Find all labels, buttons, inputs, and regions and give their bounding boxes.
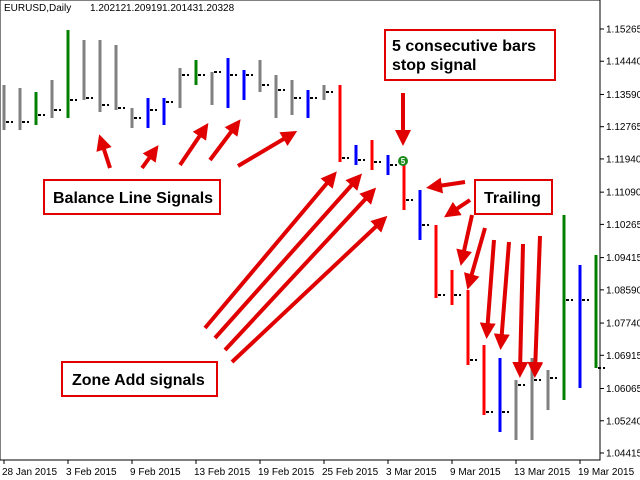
arrow [178, 123, 209, 167]
arrow [479, 239, 496, 339]
stop-marker: 5 [401, 157, 406, 166]
annotation: Trailing [484, 190, 541, 207]
arrow [208, 119, 241, 162]
arrow [96, 134, 112, 169]
x-tick-label: 13 Mar 2015 [514, 467, 571, 478]
y-tick-label: 1.12765 [606, 122, 640, 133]
arrow [236, 130, 298, 168]
header-value: 1.20919 [126, 3, 163, 14]
arrow [426, 177, 466, 194]
arrow [213, 173, 362, 340]
annotation: Zone Add signals [72, 372, 205, 389]
y-tick-label: 1.06065 [606, 384, 640, 395]
header-value: 1.20143 [162, 3, 199, 14]
annotation: stop signal [392, 57, 476, 74]
arrow [203, 171, 337, 330]
arrow [456, 214, 474, 266]
arrow [140, 145, 159, 170]
y-tick-label: 1.04415 [606, 449, 640, 460]
annotation-box [474, 179, 553, 215]
arrow [493, 241, 511, 350]
annotation: Balance Line Signals [53, 190, 213, 207]
y-tick-label: 1.11090 [606, 188, 640, 199]
x-tick-label: 28 Jan 2015 [2, 467, 57, 478]
arrows [96, 93, 544, 378]
arrow [527, 235, 544, 378]
y-tick-label: 1.09415 [606, 253, 640, 264]
annotation-box [384, 29, 556, 81]
annotation-box [61, 361, 218, 397]
annotation-box [43, 179, 221, 215]
header-values: 1.20212 1.20919 1.20143 1.20328 [90, 3, 235, 14]
y-tick-label: 1.15265 [606, 24, 640, 35]
symbol: EURUSD,Daily [4, 3, 71, 14]
arrow [512, 243, 529, 378]
x-tick-label: 13 Feb 2015 [194, 467, 251, 478]
arrow [464, 227, 487, 290]
x-tick-label: 9 Feb 2015 [130, 467, 181, 478]
header-value: 1.20328 [198, 3, 235, 14]
y-tick-label: 1.07740 [606, 319, 640, 330]
x-tick-label: 25 Feb 2015 [322, 467, 379, 478]
y-tick-label: 1.08590 [606, 285, 640, 296]
y-tick-label: 1.14440 [606, 57, 640, 68]
annotation: 5 consecutive bars [392, 38, 536, 55]
arrow [230, 215, 388, 364]
arrow [444, 198, 472, 218]
bars [2, 30, 605, 440]
header-value: 1.20212 [90, 3, 127, 14]
y-tick-label: 1.13590 [606, 90, 640, 101]
x-tick-label: 3 Feb 2015 [66, 467, 117, 478]
x-tick-label: 19 Feb 2015 [258, 467, 315, 478]
arrow [223, 187, 377, 352]
y-tick-label: 1.11940 [606, 154, 640, 165]
y-tick-label: 1.10265 [606, 220, 640, 231]
x-tick-label: 9 Mar 2015 [450, 467, 501, 478]
x-tick-label: 3 Mar 2015 [386, 467, 437, 478]
stop-marker-circle [398, 156, 408, 166]
y-tick-label: 1.05240 [606, 416, 640, 427]
y-tick-label: 1.06915 [606, 351, 640, 362]
x-tick-label: 19 Mar 2015 [578, 467, 635, 478]
